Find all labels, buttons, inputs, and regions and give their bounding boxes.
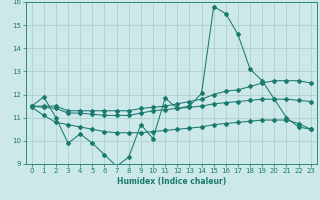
X-axis label: Humidex (Indice chaleur): Humidex (Indice chaleur) xyxy=(116,177,226,186)
